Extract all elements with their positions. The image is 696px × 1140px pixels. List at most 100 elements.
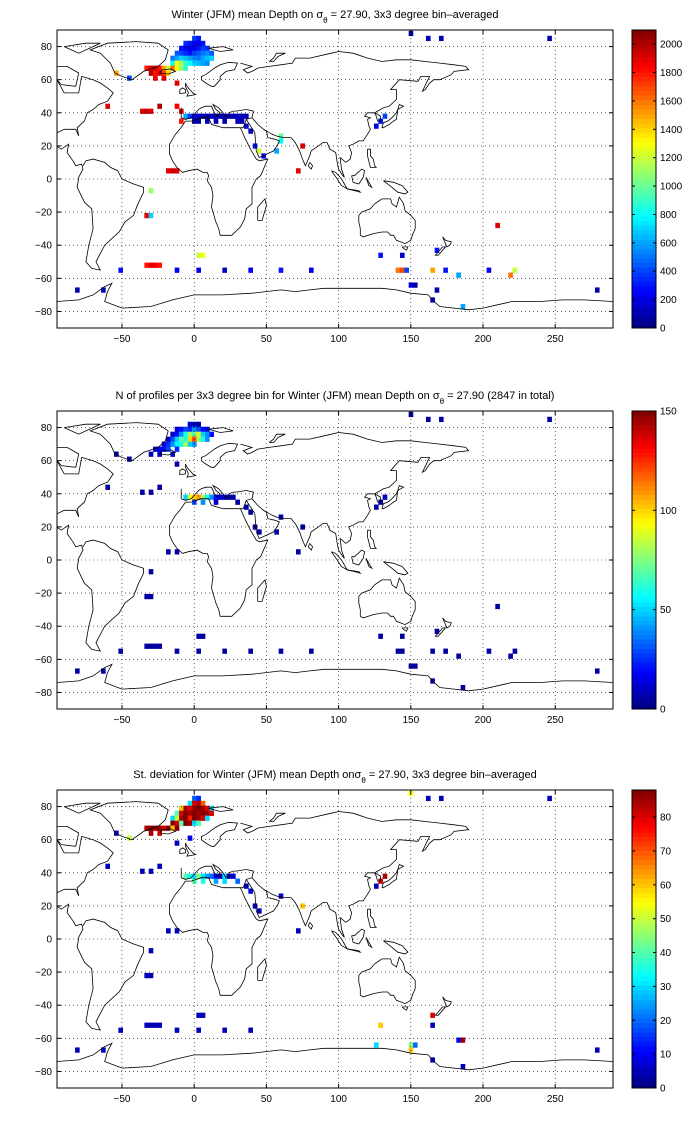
bin-cell	[248, 128, 253, 134]
bin-cell	[114, 830, 119, 836]
colorbar-swatch	[632, 657, 656, 663]
colorbar-swatch	[632, 790, 656, 796]
colorbar-swatch	[632, 620, 656, 626]
colorbar-swatch	[632, 267, 656, 273]
bin-cell	[274, 529, 279, 535]
colorbar-swatch	[632, 906, 656, 912]
x-tick-label: 0	[191, 715, 197, 726]
colorbar-swatch	[632, 878, 656, 884]
colorbar-swatch	[632, 546, 656, 552]
bin-cell	[512, 648, 518, 654]
colorbar-swatch	[632, 831, 656, 837]
colorbar-swatch	[632, 957, 656, 963]
colorbar-swatch	[632, 555, 656, 561]
colorbar-swatch	[632, 127, 656, 133]
bin-cell	[174, 928, 180, 934]
colorbar-swatch	[632, 695, 656, 701]
y-tick-label: −80	[35, 688, 52, 699]
bin-cell	[174, 810, 180, 816]
colorbar-swatch	[632, 76, 656, 82]
colorbar-tick-label: 30	[660, 982, 672, 993]
colorbar-swatch	[632, 1013, 656, 1019]
bin-cell	[157, 446, 163, 452]
bin-cell	[148, 868, 154, 874]
bin-cell	[456, 272, 461, 278]
bin-cell	[153, 643, 158, 649]
colorbar-tick-label: 200	[660, 295, 677, 306]
bin-cell	[174, 815, 180, 821]
y-tick-label: −60	[35, 274, 52, 285]
bin-cell	[174, 461, 180, 467]
coastline	[358, 196, 416, 245]
bin-cell	[161, 441, 167, 447]
bin-cell	[209, 431, 214, 437]
colorbar-swatch	[632, 99, 656, 105]
bin-cell	[183, 50, 188, 56]
bin-cell	[296, 549, 301, 555]
x-tick-label: 200	[475, 715, 492, 726]
bin-cell	[118, 648, 124, 654]
y-tick-label: −20	[35, 589, 52, 600]
map-area	[57, 411, 613, 692]
colorbar-swatch	[632, 592, 656, 598]
colorbar-swatch	[632, 244, 656, 250]
colorbar-swatch	[632, 864, 656, 870]
x-tick-label: 250	[547, 334, 564, 345]
colorbar-swatch	[632, 504, 656, 510]
bin-cell	[196, 800, 201, 807]
coastline	[57, 66, 144, 271]
bin-cell	[157, 65, 163, 71]
colorbar-swatch	[632, 169, 656, 175]
colorbar-swatch	[632, 300, 656, 306]
bin-cell	[174, 65, 180, 71]
colorbar-swatch	[632, 653, 656, 659]
colorbar-swatch	[632, 611, 656, 617]
bin-cell	[205, 50, 210, 56]
colorbar-swatch	[632, 155, 656, 161]
colorbar-swatch	[632, 262, 656, 268]
bin-cell	[174, 436, 180, 442]
colorbar-swatch	[632, 794, 656, 800]
bin-cell	[209, 50, 214, 56]
bin-cell	[200, 810, 206, 816]
colorbar-tick-label: 1800	[660, 68, 683, 79]
colorbar-swatch	[632, 462, 656, 468]
bin-cell	[373, 1042, 379, 1048]
bin-cell	[192, 873, 197, 879]
colorbar-swatch	[632, 197, 656, 203]
colorbar-swatch	[632, 1027, 656, 1033]
bin-cell	[148, 948, 154, 954]
bin-cell	[148, 830, 154, 836]
colorbar-swatch	[632, 887, 656, 893]
bin-cell	[170, 441, 175, 447]
coastline	[240, 432, 470, 559]
coastline	[245, 877, 280, 919]
colorbar-swatch	[632, 206, 656, 212]
bin-cell	[183, 45, 188, 51]
colorbar-swatch	[632, 564, 656, 570]
bin-cell	[183, 810, 188, 816]
bin-cell	[148, 569, 154, 575]
bin-cell	[174, 168, 180, 174]
bin-cell	[200, 494, 206, 500]
title-text-end: = 27.90 (2847 in total)	[444, 390, 554, 402]
colorbar-swatch	[632, 676, 656, 682]
colorbar-swatch	[632, 513, 656, 519]
coastline	[257, 198, 267, 221]
colorbar-swatch	[632, 1032, 656, 1038]
bin-cell	[183, 113, 188, 119]
bin-cell	[196, 45, 201, 51]
colorbar-swatch	[632, 202, 656, 208]
y-tick-label: 60	[41, 75, 53, 86]
colorbar-swatch	[632, 1041, 656, 1047]
coastline	[307, 922, 314, 930]
bin-cell	[213, 873, 219, 879]
bin-cell	[192, 441, 197, 447]
colorbar-swatch	[632, 990, 656, 996]
colorbar-tick-label: 50	[660, 914, 672, 925]
bin-cell	[200, 55, 206, 61]
bin-cell	[274, 148, 279, 154]
bin-cell	[187, 40, 193, 47]
coastline	[57, 282, 613, 311]
bin-cell	[244, 123, 249, 129]
